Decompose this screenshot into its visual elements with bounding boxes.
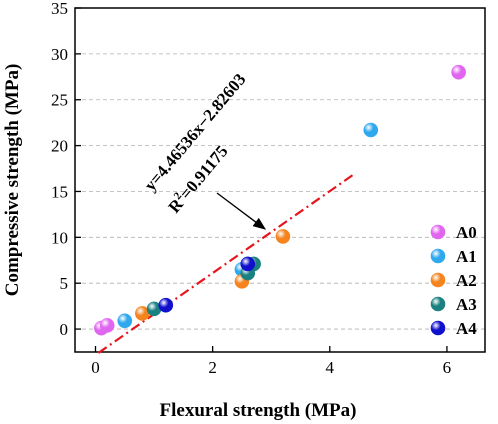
- legend-label-a2: A2: [456, 271, 477, 290]
- legend-label-a4: A4: [456, 319, 477, 338]
- legend-marker-a3: [430, 296, 446, 312]
- axis-ticks: 0 5 10 15 20 25 30 35 0 2 4 6: [51, 0, 451, 377]
- legend: A0 A1 A2 A3 A4: [430, 223, 477, 338]
- data-point-a4: [240, 256, 256, 272]
- annotation-arrow: [216, 192, 267, 230]
- gridlines: [75, 53, 485, 330]
- data-point-a1: [363, 122, 379, 138]
- y-tick-label: 10: [51, 228, 68, 247]
- data-point-a1: [117, 313, 133, 329]
- plot-frame: [74, 7, 486, 353]
- x-tick-label: 6: [443, 358, 452, 377]
- x-tick-label: 0: [91, 358, 100, 377]
- legend-label-a0: A0: [456, 223, 477, 242]
- y-tick-label: 0: [60, 320, 69, 339]
- y-tick-label: 35: [51, 0, 68, 18]
- data-point-a4: [158, 297, 174, 313]
- data-point-a0: [451, 64, 466, 80]
- legend-marker-a2: [430, 272, 446, 288]
- y-tick-label: 5: [60, 274, 69, 293]
- legend-label-a3: A3: [456, 295, 477, 314]
- data-points: [94, 64, 466, 336]
- legend-label-a1: A1: [456, 247, 477, 266]
- x-axis-label: Flexural strength (MPa): [160, 400, 357, 421]
- y-tick-label: 30: [51, 45, 68, 64]
- data-point-a0: [99, 318, 115, 333]
- y-tick-label: 15: [51, 182, 68, 201]
- fit-line-layer: [97, 173, 354, 354]
- y-axis-label: Compressive strength (MPa): [2, 64, 23, 297]
- x-tick-label: 2: [208, 358, 217, 377]
- legend-marker-a0: [430, 224, 446, 240]
- y-tick-label: 20: [51, 137, 68, 156]
- y-tick-label: 25: [51, 91, 68, 110]
- x-tick-label: 4: [326, 358, 335, 377]
- legend-marker-a1: [430, 248, 446, 264]
- fit-line: [97, 173, 354, 354]
- data-point-a2: [275, 229, 291, 244]
- legend-marker-a4: [430, 320, 446, 336]
